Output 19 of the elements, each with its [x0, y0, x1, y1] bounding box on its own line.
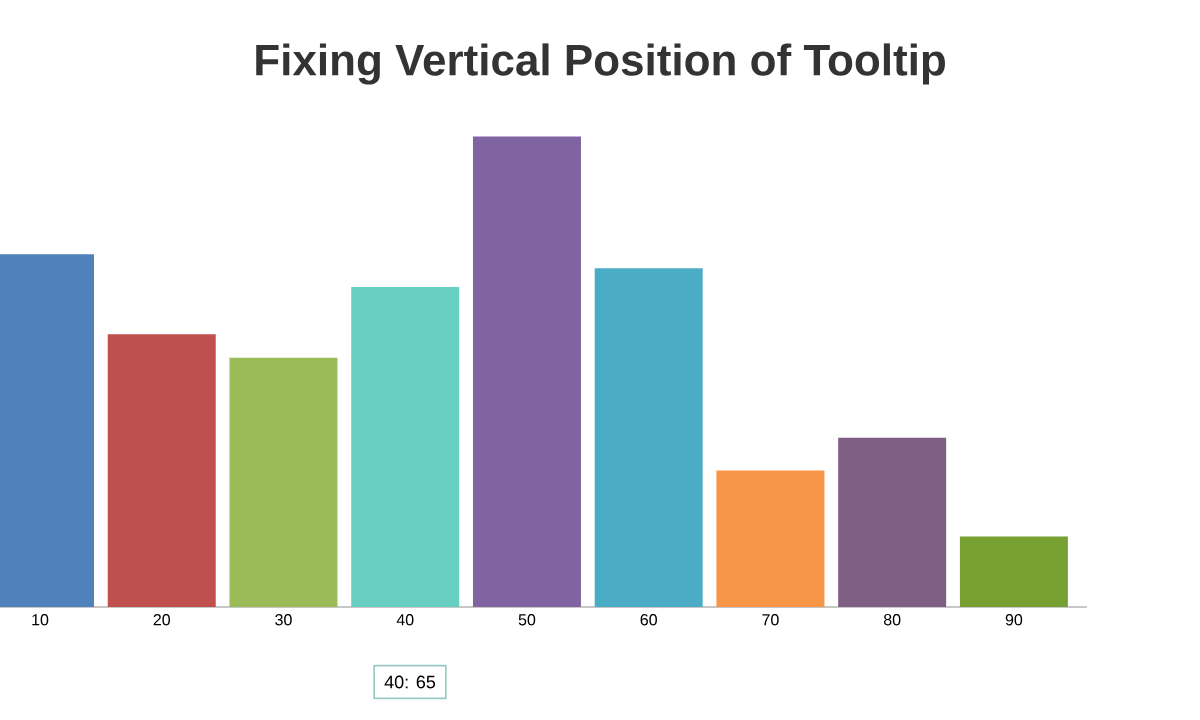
bar	[229, 357, 338, 607]
x-tick-label: 20	[153, 614, 171, 626]
bar	[472, 136, 581, 607]
x-tick-label: 60	[640, 614, 657, 626]
x-tick-label: 90	[1005, 614, 1023, 626]
bar	[351, 287, 460, 607]
bar	[107, 334, 216, 607]
bar	[594, 268, 703, 607]
x-tick-label: 70	[762, 614, 779, 626]
bar	[716, 470, 825, 607]
x-tick-label: 30	[275, 614, 292, 626]
text: 40: 65	[384, 675, 436, 689]
x-tick-label: 80	[883, 614, 901, 626]
bar	[959, 536, 1068, 607]
chart-title: Fixing Vertical Position of Tooltip	[256, 43, 945, 85]
x-tick-label: 50	[518, 614, 536, 626]
bar	[838, 437, 947, 607]
x-tick-label: 10	[32, 614, 49, 626]
x-tick-label: 40	[396, 614, 414, 626]
